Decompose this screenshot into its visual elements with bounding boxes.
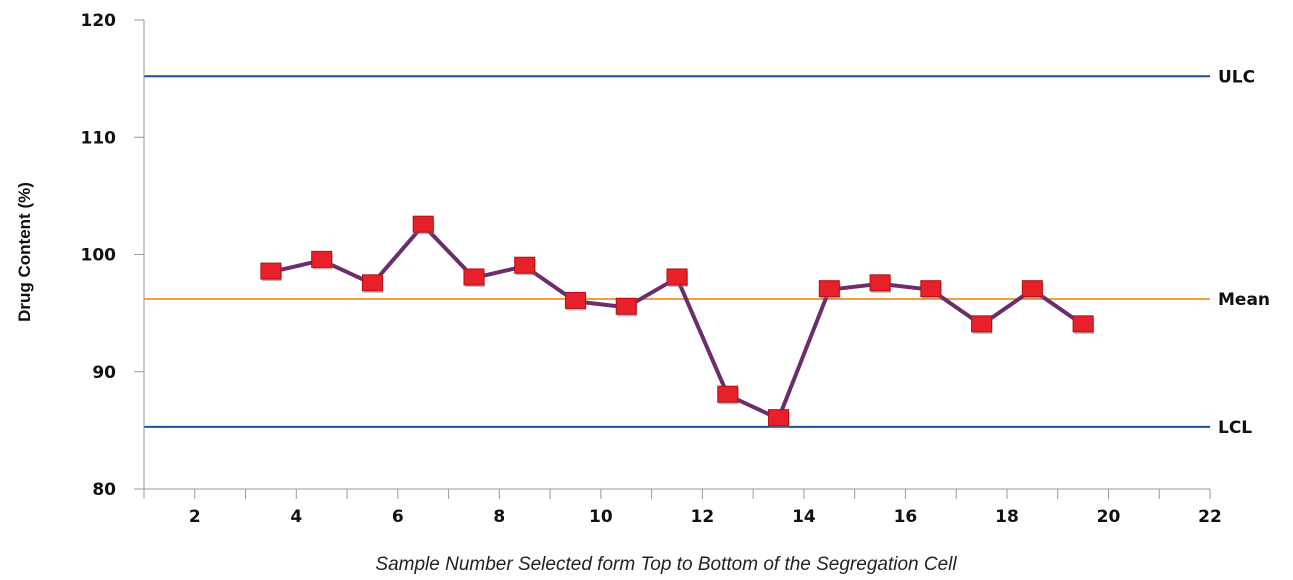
- data-point: [666, 268, 688, 286]
- x-tick-label: 12: [691, 507, 715, 527]
- data-point: [768, 409, 790, 427]
- reference-label-lcl: LCL: [1218, 418, 1252, 438]
- x-tick-label: 14: [792, 507, 816, 527]
- data-point: [463, 268, 485, 286]
- y-tick-label: 110: [81, 128, 117, 148]
- x-tick-label: 16: [894, 507, 918, 527]
- data-point: [311, 250, 333, 268]
- data-point: [818, 280, 840, 298]
- x-tick-label: 2: [189, 507, 201, 527]
- data-point: [1021, 280, 1043, 298]
- y-tick-label: 80: [92, 480, 116, 500]
- data-point: [260, 262, 282, 280]
- reference-lines: ULC Mean LCL: [144, 67, 1270, 438]
- x-axis-title: Sample Number Selected form Top to Botto…: [375, 554, 957, 575]
- data-point: [361, 274, 383, 292]
- x-tick-label: 4: [290, 507, 302, 527]
- y-axis-title: Drug Content (%): [15, 182, 34, 322]
- series-drug-content: [260, 215, 1095, 428]
- x-tick-label: 20: [1097, 507, 1121, 527]
- data-point: [564, 291, 586, 309]
- axes: 2 4 6 8 10 12 14 16 18 20 22 80 90 100 110 120: [81, 11, 1222, 527]
- x-tick-label: 10: [589, 507, 613, 527]
- data-point: [514, 256, 536, 274]
- y-tick-label: 100: [81, 246, 117, 266]
- data-point: [717, 385, 739, 403]
- y-ticks: 80 90 100 110 120: [81, 11, 144, 500]
- reference-label-mean: Mean: [1218, 290, 1270, 310]
- x-tick-label: 22: [1198, 507, 1222, 527]
- y-tick-label: 120: [81, 11, 117, 31]
- reference-label-ulc: ULC: [1218, 67, 1255, 87]
- data-point: [920, 280, 942, 298]
- x-ticks: 2 4 6 8 10 12 14 16 18 20 22: [143, 489, 1222, 527]
- series-line: [270, 223, 1085, 421]
- x-tick-label: 18: [995, 507, 1019, 527]
- data-point: [971, 315, 993, 333]
- data-point: [1072, 315, 1094, 333]
- x-tick-label: 6: [392, 507, 404, 527]
- data-point: [615, 297, 637, 315]
- data-point: [869, 274, 891, 292]
- data-point: [412, 215, 434, 233]
- y-tick-label: 90: [92, 363, 116, 383]
- x-tick-label: 8: [493, 507, 505, 527]
